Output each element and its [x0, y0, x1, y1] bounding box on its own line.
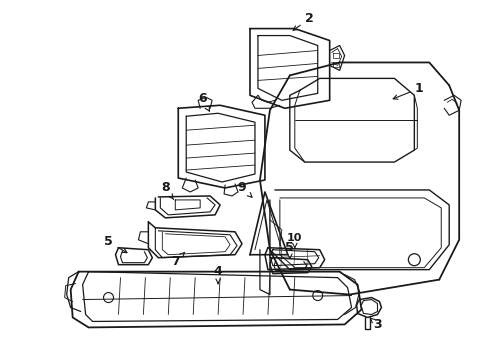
Text: 3: 3 [370, 318, 382, 331]
Text: 6: 6 [198, 92, 210, 111]
Text: 9: 9 [238, 181, 252, 197]
Text: 10: 10 [287, 233, 302, 248]
Text: 7: 7 [171, 252, 185, 268]
Text: 5: 5 [286, 241, 294, 258]
Text: 1: 1 [393, 82, 424, 99]
Text: 5: 5 [104, 235, 127, 253]
Text: 8: 8 [161, 181, 173, 199]
Text: 2: 2 [293, 12, 314, 30]
Text: 4: 4 [214, 265, 222, 284]
